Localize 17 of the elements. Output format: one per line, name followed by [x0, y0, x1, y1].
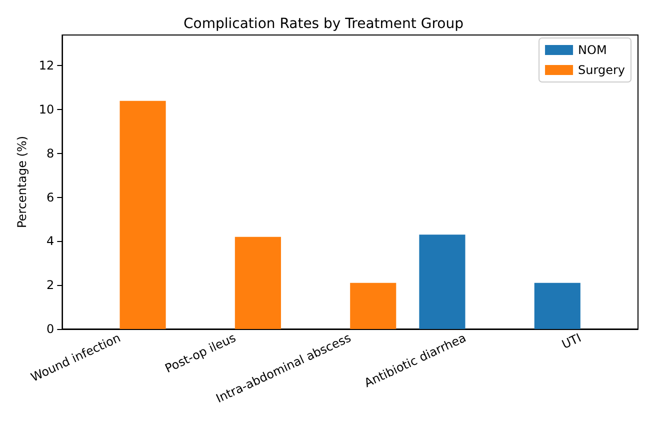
bar	[120, 100, 166, 329]
y-tick-label: 0	[46, 322, 54, 336]
y-tick-label: 2	[46, 278, 54, 292]
legend-label: NOM	[578, 43, 607, 57]
chart-title: Complication Rates by Treatment Group	[184, 16, 464, 32]
y-tick-label: 6	[46, 190, 54, 204]
bar	[419, 234, 466, 329]
bar	[534, 282, 580, 329]
y-axis-title: Percentage (%)	[15, 136, 29, 228]
y-tick-label: 10	[38, 102, 54, 117]
y-tick-label: 8	[46, 146, 54, 160]
bar	[234, 236, 281, 329]
x-tick-label: UTI	[560, 330, 584, 352]
y-tick-label: 12	[38, 58, 54, 73]
y-tick-label: 4	[46, 234, 54, 248]
bar	[350, 282, 396, 329]
legend-label: Surgery	[578, 63, 626, 77]
